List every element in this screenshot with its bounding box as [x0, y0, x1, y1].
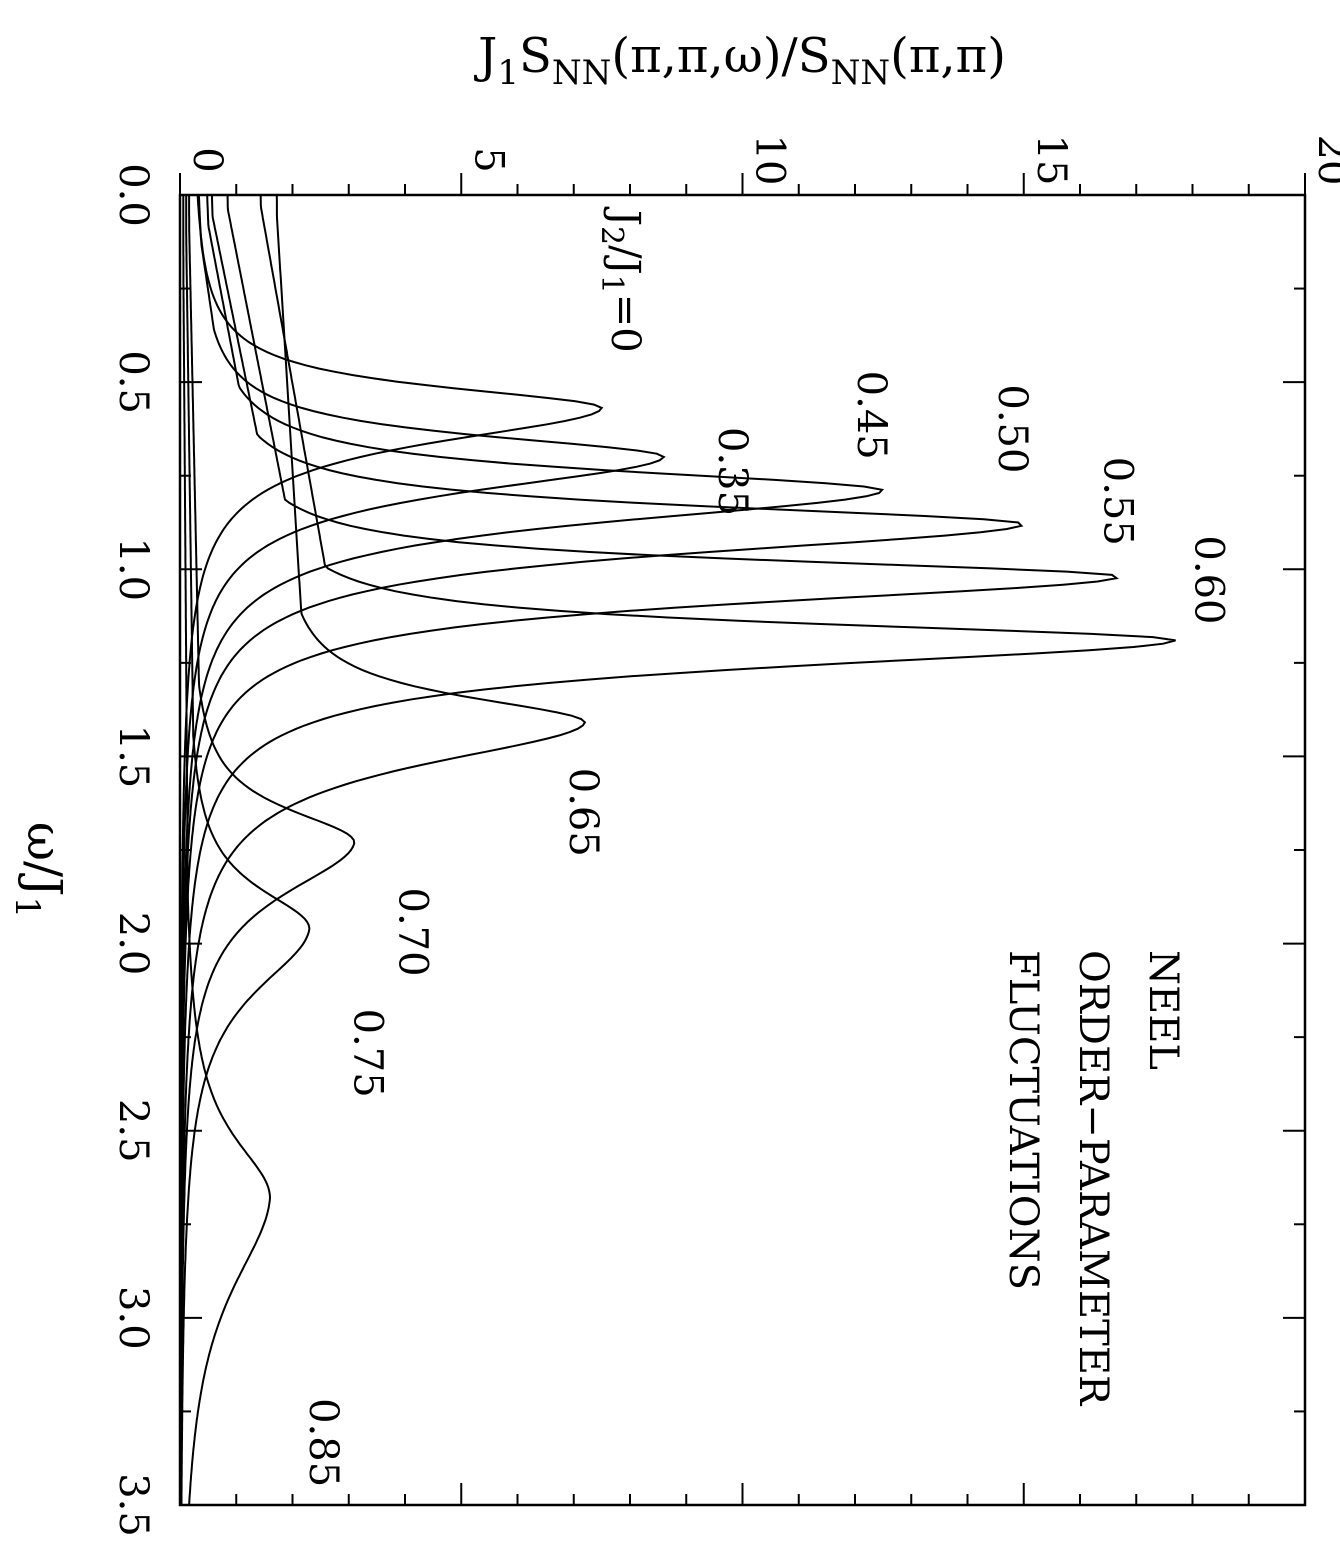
x-tick-label: 2.0 [110, 912, 156, 976]
x-tick-label: 0.5 [110, 350, 156, 414]
annotation-line-2: ORDER−PARAMETER [1070, 950, 1116, 1407]
x-axis-title: ω/J1 [7, 822, 72, 918]
series-label: 0.60 [1186, 535, 1232, 624]
curve-labels: 0.35 0.45 0.50 0.55 0.60 0.65 0.70 0.75 0.85 [300, 371, 1232, 1487]
y-tick-label: 10 [747, 135, 793, 186]
series-label: 0.55 [1094, 457, 1140, 546]
series-label: 0.70 [389, 888, 435, 977]
annotation: NEEL ORDER−PARAMETER FLUCTUATIONS [1000, 950, 1186, 1407]
annotation-line-3: FLUCTUATIONS [1000, 950, 1046, 1290]
series-label: 0.85 [300, 1398, 346, 1487]
x-tick-label: 3.5 [110, 1473, 156, 1537]
y-tick-label: 0 [184, 147, 230, 172]
y-tick-label: 15 [1028, 135, 1074, 186]
param-label: J2/J1=0 [594, 206, 648, 353]
x-tick-label: 1.0 [110, 537, 156, 601]
x-tick-label: 3.0 [110, 1286, 156, 1350]
plot-frame [178, 193, 1307, 1507]
ticks: 0.0 0.5 1.0 1.5 2.0 2.5 3.0 3.5 0 5 10 15 20 [110, 135, 1340, 1537]
y-tick-label: 5 [465, 147, 511, 172]
y-tick-label: 20 [1309, 135, 1340, 186]
series-label: 0.75 [344, 1009, 390, 1098]
series-label: 0.45 [848, 371, 894, 460]
series-label: 0.35 [709, 427, 755, 516]
series-line [180, 194, 604, 1505]
x-tick-label: 1.5 [110, 725, 156, 789]
series-line [180, 195, 356, 1505]
annotation-line-1: NEEL [1140, 950, 1186, 1070]
y-axis-title: J1SNN(π,π,ω)/SNN(π,π) [473, 28, 1006, 93]
x-tick-label: 0.0 [110, 163, 156, 227]
series-line [180, 195, 1119, 1505]
series-label: 0.50 [989, 384, 1035, 473]
series-line [182, 195, 272, 1506]
series-line [180, 195, 311, 1505]
series-label: 0.65 [560, 768, 606, 857]
x-tick-label: 2.5 [110, 1099, 156, 1163]
series-line [180, 194, 885, 1505]
